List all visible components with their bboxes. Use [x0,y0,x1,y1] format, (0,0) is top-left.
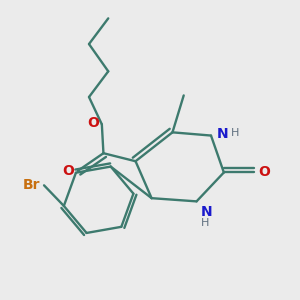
Text: H: H [231,128,239,138]
Text: N: N [200,205,212,219]
Text: O: O [258,166,270,179]
Text: H: H [200,218,209,228]
Text: O: O [62,164,74,178]
Text: Br: Br [23,178,40,192]
Text: O: O [87,116,99,130]
Text: N: N [217,127,228,141]
